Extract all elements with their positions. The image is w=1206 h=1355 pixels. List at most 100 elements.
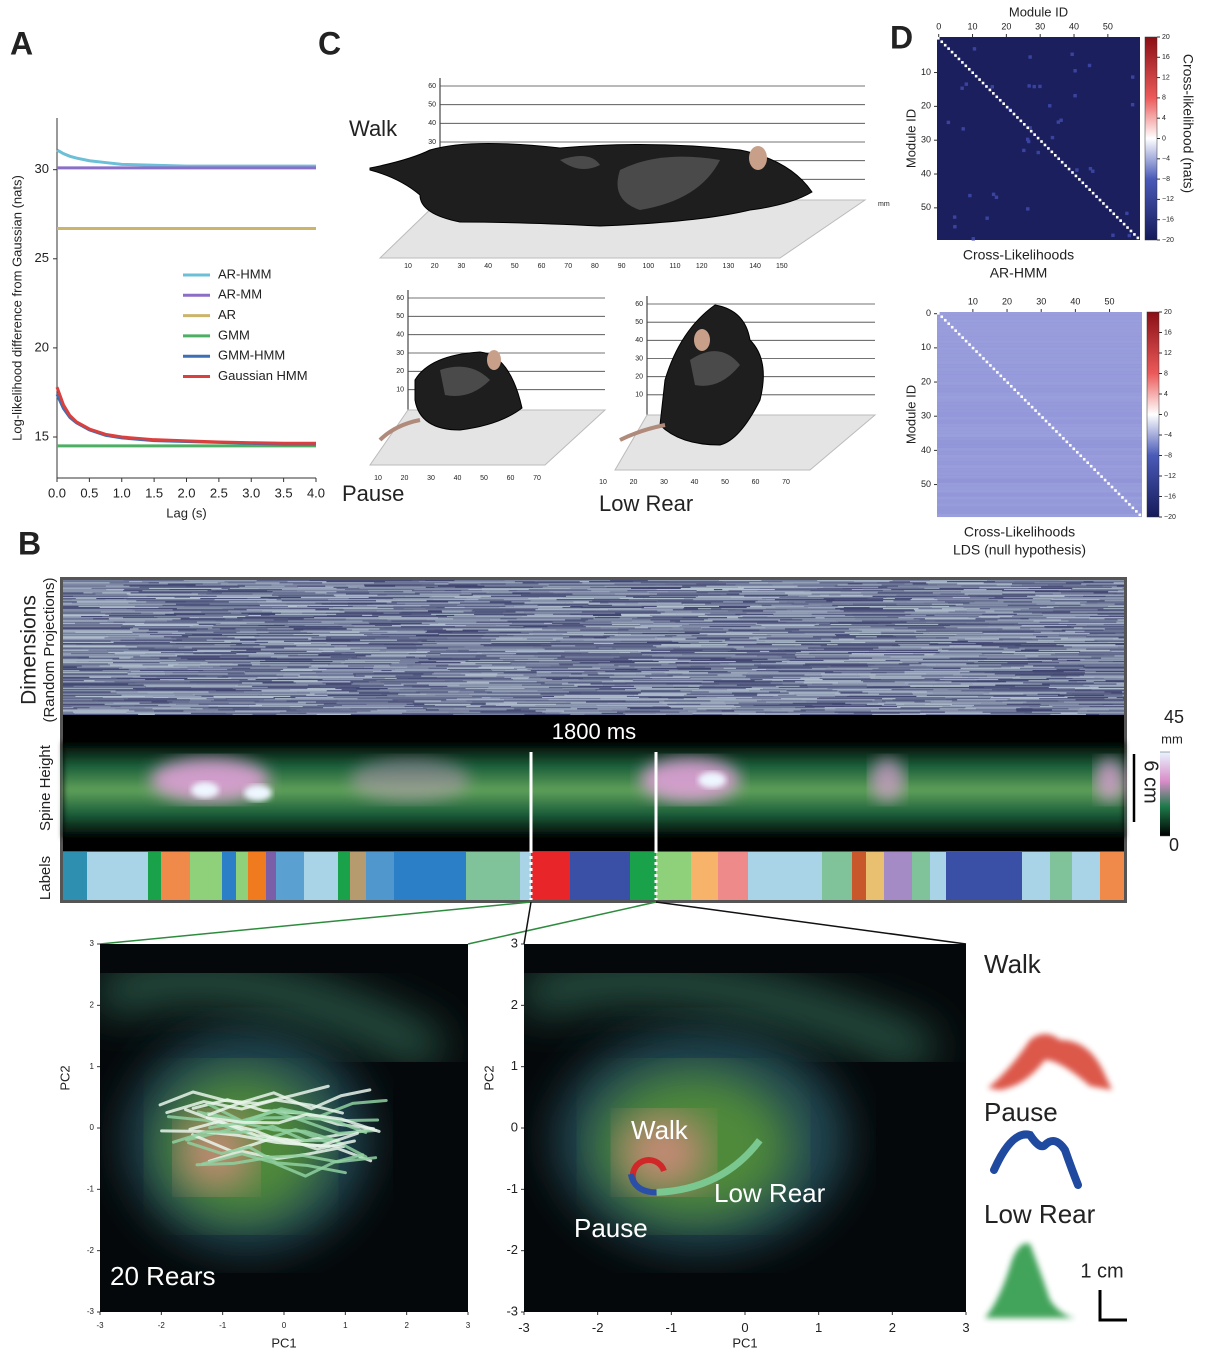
projection-row	[1015, 645, 1064, 646]
projection-row	[719, 580, 762, 581]
projection-row	[1069, 597, 1124, 598]
projection-row	[838, 622, 906, 623]
projection-row	[261, 649, 319, 650]
projection-row	[63, 599, 71, 600]
projection-row	[640, 625, 682, 626]
projection-row	[877, 582, 926, 583]
projection-row	[1116, 622, 1124, 623]
projection-row	[525, 688, 563, 689]
projection-row	[129, 649, 196, 650]
projection-row	[618, 632, 685, 633]
projection-row	[750, 606, 763, 607]
projection-row	[63, 646, 137, 647]
projection-row	[294, 628, 347, 629]
x-axis-label: Lag (s)	[166, 505, 206, 520]
projection-row	[1076, 624, 1104, 625]
projection-row	[1089, 706, 1124, 707]
label-segment	[248, 852, 266, 900]
projection-row	[833, 671, 904, 672]
projection-row	[154, 648, 178, 649]
projection-row	[920, 713, 991, 714]
projection-row	[692, 713, 765, 714]
projection-row	[208, 662, 251, 663]
projection-row	[504, 615, 527, 616]
projection-row	[510, 588, 571, 589]
projection-row	[169, 658, 181, 659]
projection-row	[894, 628, 958, 629]
projection-row	[583, 640, 647, 641]
heatmap-row	[937, 392, 1142, 396]
projection-row	[698, 616, 742, 617]
projection-row	[76, 644, 138, 645]
projection-row	[139, 635, 182, 636]
projection-row	[763, 679, 823, 680]
projection-row	[984, 582, 1035, 583]
projection-row	[1059, 590, 1118, 591]
projection-row	[245, 586, 285, 587]
projection-row	[1080, 676, 1124, 677]
projection-row	[1021, 618, 1029, 619]
projection-row	[266, 600, 282, 601]
pose-walk	[988, 1034, 1112, 1090]
projection-row	[414, 702, 472, 703]
projection-row	[228, 582, 256, 583]
projection-row	[327, 627, 384, 628]
projection-row	[1046, 617, 1122, 618]
projection-row	[565, 651, 638, 652]
projection-row	[670, 651, 727, 652]
projection-row	[792, 610, 844, 611]
heatmap-cell	[995, 196, 998, 199]
projection-row	[213, 625, 240, 626]
projection-row	[413, 675, 465, 676]
projection-row	[226, 675, 276, 676]
projection-row	[1019, 648, 1097, 649]
projection-row	[198, 594, 207, 595]
projection-row	[785, 596, 799, 597]
projection-row	[587, 589, 656, 590]
heatmap-row	[937, 434, 1142, 438]
projection-row	[310, 693, 327, 694]
projection-row	[233, 714, 253, 715]
projection-row	[63, 605, 102, 606]
projection-row	[428, 659, 480, 660]
projection-row	[685, 632, 726, 633]
projection-row	[124, 651, 176, 652]
projection-row	[625, 689, 675, 690]
projection-row	[752, 660, 789, 661]
projection-row	[850, 634, 882, 635]
projection-row	[723, 601, 743, 602]
projection-row	[893, 635, 955, 636]
projection-row	[1123, 698, 1124, 699]
projection-row	[800, 686, 873, 687]
projection-row	[873, 649, 892, 650]
projection-row	[630, 666, 691, 667]
projection-row	[1095, 677, 1124, 678]
projection-row	[1113, 661, 1124, 662]
z-tick-label: 10	[396, 387, 404, 394]
projection-row	[748, 672, 825, 673]
projection-row	[168, 583, 203, 584]
x-tick-label: -2	[158, 1321, 166, 1330]
projection-row	[538, 652, 570, 653]
projection-row	[653, 645, 701, 646]
projection-row	[547, 586, 604, 587]
projection-row	[412, 666, 436, 667]
row-label: Spine Height	[37, 744, 54, 831]
heatmap-diagonal	[1061, 161, 1064, 164]
projection-row	[820, 595, 829, 596]
projection-row	[502, 605, 523, 606]
projection-row	[900, 621, 935, 622]
projection-row	[399, 613, 474, 614]
projection-row	[247, 623, 288, 624]
projection-row	[782, 581, 854, 582]
projection-row	[441, 700, 466, 701]
projection-row	[1012, 583, 1081, 584]
projection-row	[159, 607, 228, 608]
projection-row	[347, 645, 416, 646]
projection-row	[232, 678, 278, 679]
projection-row	[613, 709, 686, 710]
projection-row	[678, 659, 711, 660]
projection-row	[63, 695, 121, 696]
heatmap-diagonal	[1020, 395, 1023, 398]
projection-row	[976, 649, 1004, 650]
